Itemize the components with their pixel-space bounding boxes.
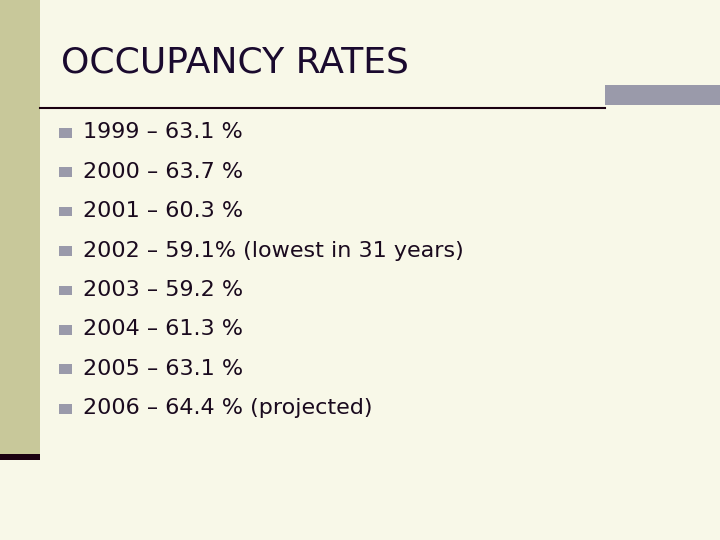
FancyBboxPatch shape xyxy=(59,167,72,177)
Text: 2003 – 59.2 %: 2003 – 59.2 % xyxy=(83,280,243,300)
Text: 2005 – 63.1 %: 2005 – 63.1 % xyxy=(83,359,243,379)
Text: 2002 – 59.1% (lowest in 31 years): 2002 – 59.1% (lowest in 31 years) xyxy=(83,240,464,261)
Text: 2004 – 61.3 %: 2004 – 61.3 % xyxy=(83,319,243,340)
Text: 1999 – 63.1 %: 1999 – 63.1 % xyxy=(83,122,243,143)
FancyBboxPatch shape xyxy=(59,325,72,335)
FancyBboxPatch shape xyxy=(59,286,72,295)
FancyBboxPatch shape xyxy=(0,454,40,460)
FancyBboxPatch shape xyxy=(59,207,72,217)
Text: OCCUPANCY RATES: OCCUPANCY RATES xyxy=(61,45,409,79)
FancyBboxPatch shape xyxy=(59,128,72,138)
FancyBboxPatch shape xyxy=(59,246,72,256)
Text: 2006 – 64.4 % (projected): 2006 – 64.4 % (projected) xyxy=(83,398,372,419)
FancyBboxPatch shape xyxy=(0,0,40,454)
Text: 2000 – 63.7 %: 2000 – 63.7 % xyxy=(83,161,243,182)
FancyBboxPatch shape xyxy=(59,404,72,414)
Text: 2001 – 60.3 %: 2001 – 60.3 % xyxy=(83,201,243,221)
FancyBboxPatch shape xyxy=(605,85,720,105)
FancyBboxPatch shape xyxy=(59,364,72,374)
